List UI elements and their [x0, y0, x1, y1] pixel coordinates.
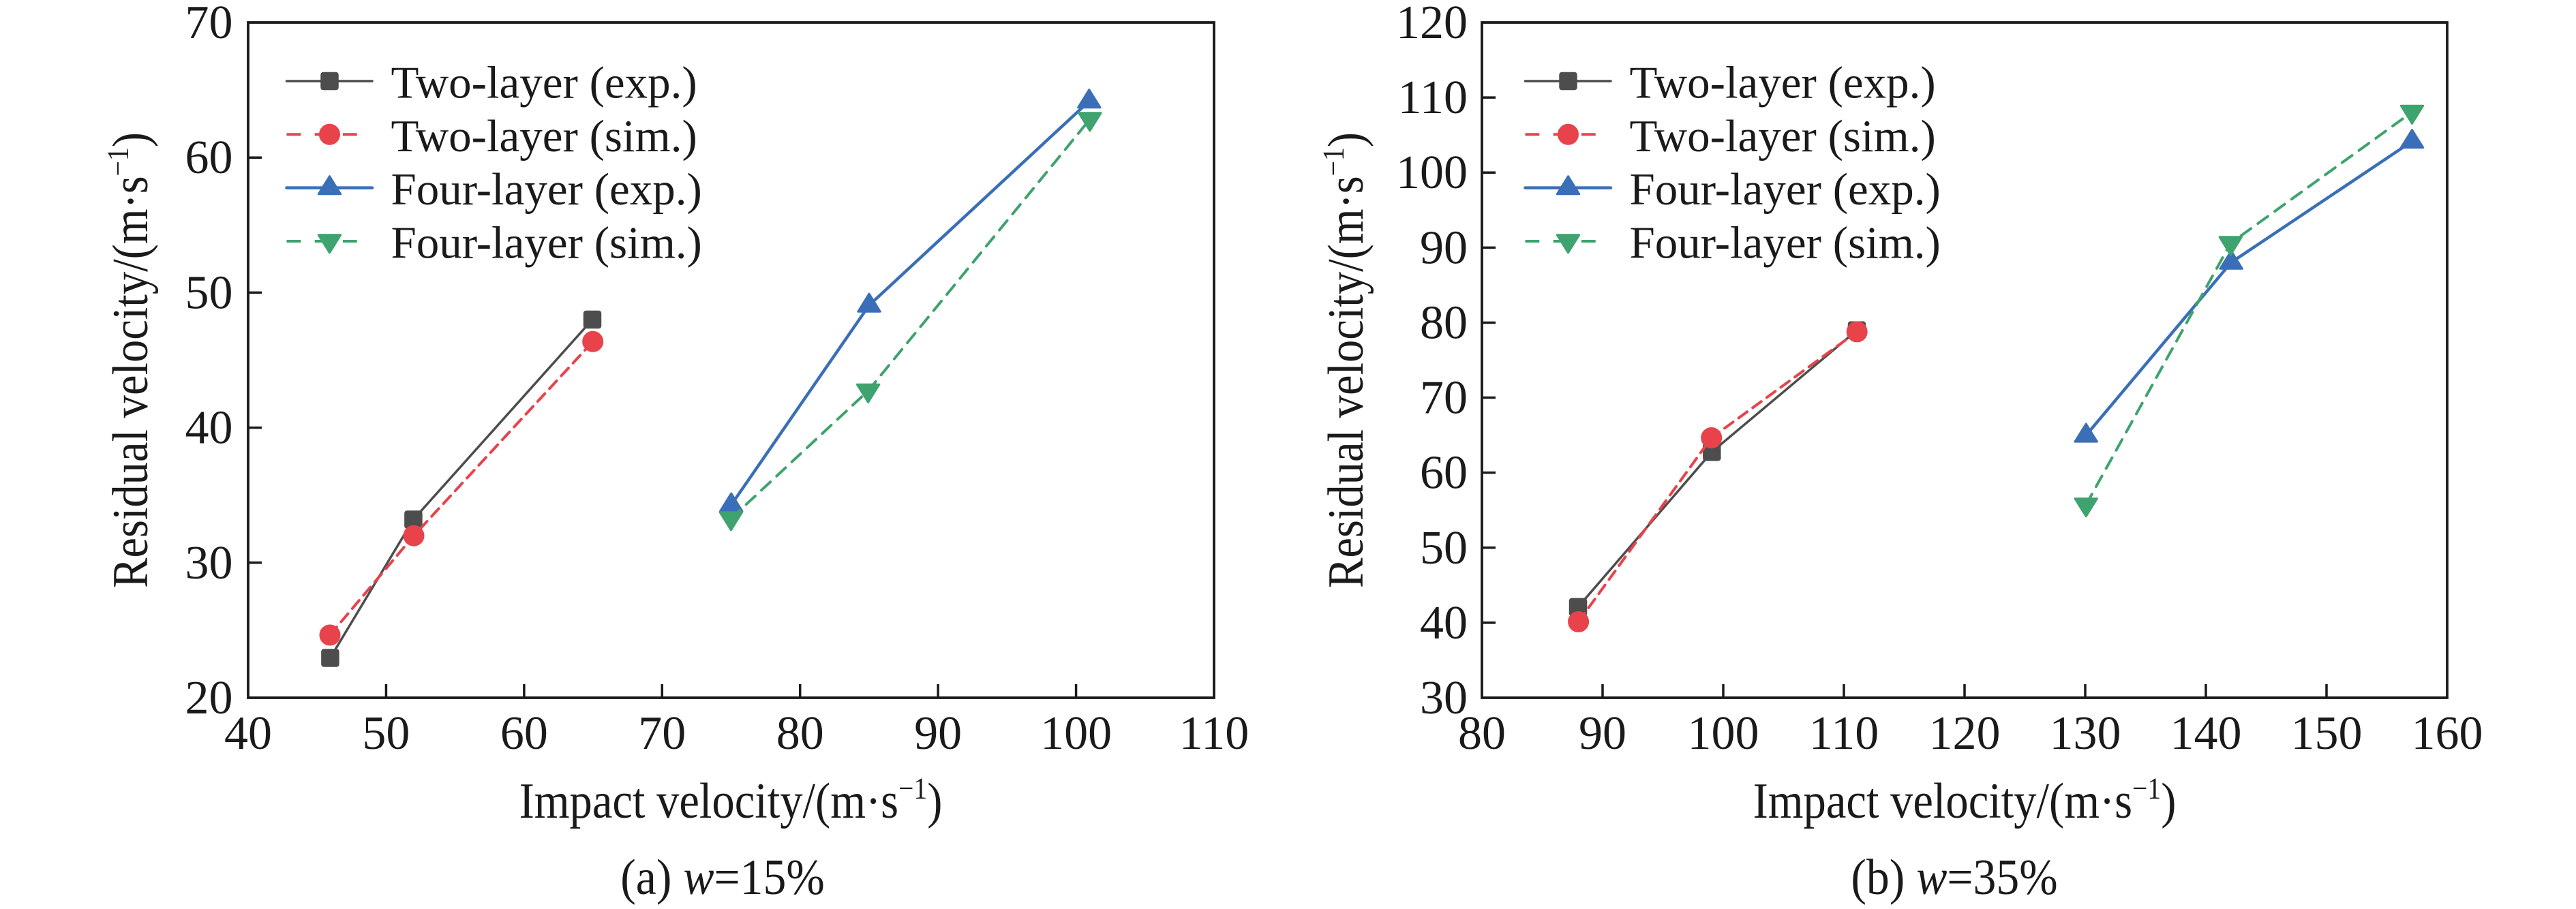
- svg-text:Two-layer (sim.): Two-layer (sim.): [1630, 111, 1936, 161]
- svg-text:Two-layer (exp.): Two-layer (exp.): [1630, 58, 1936, 108]
- svg-text:Impact velocity/(m·s−1): Impact velocity/(m·s−1): [1753, 773, 2177, 829]
- svg-text:30: 30: [185, 537, 233, 589]
- svg-text:70: 70: [185, 0, 233, 49]
- svg-text:80: 80: [1420, 296, 1468, 349]
- svg-text:Four-layer (sim.): Four-layer (sim.): [1630, 218, 1941, 268]
- svg-text:Two-layer (sim.): Two-layer (sim.): [391, 111, 697, 161]
- svg-text:40: 40: [1420, 597, 1468, 649]
- svg-text:120: 120: [1396, 0, 1468, 49]
- svg-text:50: 50: [1420, 522, 1468, 574]
- svg-text:Four-layer (sim.): Four-layer (sim.): [391, 218, 702, 268]
- svg-text:60: 60: [500, 707, 548, 760]
- svg-text:90: 90: [1420, 221, 1468, 274]
- svg-text:80: 80: [776, 707, 824, 760]
- svg-text:Residual velocity/(m·s−1): Residual velocity/(m·s−1): [1318, 132, 1374, 588]
- svg-text:100: 100: [1688, 707, 1759, 760]
- svg-text:40: 40: [224, 707, 272, 760]
- svg-text:150: 150: [2291, 707, 2363, 760]
- svg-text:Two-layer (exp.): Two-layer (exp.): [391, 58, 697, 108]
- svg-text:120: 120: [1929, 707, 2001, 760]
- svg-text:Four-layer (exp.): Four-layer (exp.): [1630, 164, 1941, 215]
- svg-text:60: 60: [1420, 447, 1468, 499]
- svg-text:Residual velocity/(m·s−1): Residual velocity/(m·s−1): [102, 132, 159, 588]
- svg-text:160: 160: [2412, 707, 2483, 760]
- svg-text:90: 90: [914, 707, 962, 760]
- svg-text:90: 90: [1579, 707, 1626, 760]
- svg-text:60: 60: [185, 132, 233, 184]
- svg-text:140: 140: [2170, 707, 2242, 760]
- svg-text:70: 70: [638, 707, 686, 760]
- svg-text:(a) w=15%: (a) w=15%: [620, 850, 824, 905]
- svg-text:110: 110: [1179, 707, 1249, 760]
- svg-text:50: 50: [362, 707, 410, 760]
- svg-text:100: 100: [1040, 707, 1112, 760]
- svg-text:110: 110: [1398, 72, 1468, 124]
- svg-text:40: 40: [185, 402, 233, 454]
- svg-text:(b) w=35%: (b) w=35%: [1851, 850, 2057, 905]
- svg-text:100: 100: [1396, 147, 1468, 199]
- svg-text:80: 80: [1458, 707, 1506, 760]
- svg-text:30: 30: [1420, 672, 1468, 724]
- svg-text:110: 110: [1809, 707, 1879, 760]
- svg-text:70: 70: [1420, 372, 1468, 425]
- svg-text:130: 130: [2050, 707, 2121, 760]
- svg-text:Four-layer (exp.): Four-layer (exp.): [391, 164, 702, 215]
- svg-text:50: 50: [185, 266, 233, 319]
- svg-text:Impact velocity/(m·s−1): Impact velocity/(m·s−1): [519, 773, 943, 829]
- svg-text:20: 20: [185, 672, 233, 724]
